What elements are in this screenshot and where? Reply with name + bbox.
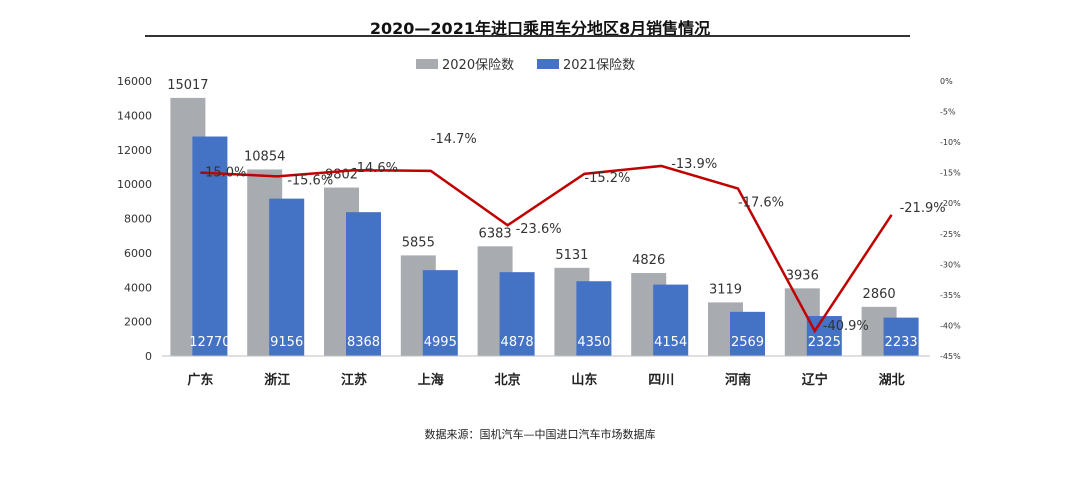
y-tick-label: 6000 — [124, 247, 152, 260]
value-label-2021: 4995 — [424, 335, 457, 350]
category-label: 上海 — [418, 372, 444, 388]
value-label-2021: 4350 — [577, 335, 610, 350]
bar-2021 — [576, 281, 612, 356]
y2-tick-label: -5% — [940, 108, 956, 117]
category-label: 浙江 — [264, 372, 290, 388]
y2-tick-label: -45% — [940, 352, 961, 361]
value-label-2021: 4878 — [501, 335, 534, 350]
value-label-2020: 4826 — [632, 253, 665, 268]
category-label: 江苏 — [341, 372, 367, 388]
legend-label-2020: 2020保险数 — [442, 58, 514, 73]
value-label-2020: 2860 — [863, 287, 896, 302]
value-label-2021: 2233 — [885, 335, 918, 350]
value-label-2020: 5855 — [402, 235, 435, 250]
value-label-2021: 8368 — [347, 335, 380, 350]
y-tick-label: 4000 — [124, 281, 152, 294]
bar-2021 — [806, 316, 842, 356]
y2-tick-label: -30% — [940, 260, 961, 269]
bar-2021 — [883, 317, 919, 356]
y2-tick-label: 0% — [940, 77, 953, 86]
category-label: 北京 — [495, 372, 521, 388]
yoy-label: -14.6% — [352, 161, 398, 176]
y-tick-label: 12000 — [117, 144, 152, 157]
yoy-label: -14.7% — [431, 132, 477, 147]
category-label: 四川 — [648, 373, 674, 388]
bar-2021 — [422, 270, 458, 356]
yoy-label: -15.6% — [287, 173, 333, 188]
y2-tick-label: -35% — [940, 291, 961, 300]
bar-2021 — [653, 284, 689, 356]
bar-2021 — [499, 272, 535, 356]
category-label: 广东 — [187, 372, 213, 388]
value-label-2020: 6383 — [479, 226, 512, 241]
y-tick-label: 0 — [145, 350, 152, 363]
category-label: 湖北 — [879, 373, 905, 388]
yoy-label: -21.9% — [900, 201, 946, 216]
value-label-2020: 3119 — [709, 282, 742, 297]
value-label-2021: 2569 — [731, 335, 764, 350]
category-label: 辽宁 — [802, 372, 828, 388]
yoy-line — [200, 164, 893, 334]
category-label: 山东 — [571, 372, 597, 388]
chart-title: 2020—2021年进口乘用车分地区8月销售情况 — [369, 19, 711, 38]
legend-label-2021: 2021保险数 — [563, 58, 635, 73]
legend-swatch-2021 — [537, 59, 559, 69]
value-label-2020: 10854 — [244, 149, 285, 164]
title-underline — [145, 35, 910, 37]
legend-swatch-2020 — [416, 59, 438, 69]
value-label-2021: 2325 — [808, 335, 841, 350]
y-tick-label: 10000 — [117, 178, 152, 191]
value-label-2020: 5131 — [555, 248, 588, 263]
y-tick-label: 8000 — [124, 213, 152, 226]
bar-2021 — [346, 212, 381, 356]
value-label-2020: 15017 — [167, 78, 208, 93]
y2-tick-label: -10% — [940, 138, 961, 147]
yoy-label: -40.9% — [823, 319, 869, 334]
category-label: 河南 — [725, 372, 751, 388]
yoy-label: -13.9% — [671, 157, 717, 172]
source-note: 数据来源：国机汽车—中国进口汽车市场数据库 — [424, 428, 656, 441]
y2-tick-label: -40% — [940, 321, 961, 330]
value-label-2021: 4154 — [654, 335, 687, 350]
y-tick-label: 14000 — [117, 109, 152, 122]
y2-tick-label: -25% — [940, 230, 961, 239]
yoy-label: -17.6% — [738, 196, 784, 211]
value-label-2021: 12770 — [189, 335, 230, 350]
y2-tick-label: -15% — [940, 169, 961, 178]
bar-2021 — [269, 198, 305, 356]
value-label-2020: 3936 — [786, 268, 819, 283]
yoy-label: -15.0% — [200, 166, 246, 181]
value-label-2021: 9156 — [270, 335, 303, 350]
y-tick-label: 2000 — [124, 316, 152, 329]
bar-2021 — [730, 311, 765, 356]
yoy-label: -23.6% — [516, 222, 562, 237]
y-tick-label: 16000 — [117, 75, 152, 88]
y2-tick-label: -20% — [940, 199, 961, 208]
yoy-label: -15.2% — [584, 171, 630, 186]
